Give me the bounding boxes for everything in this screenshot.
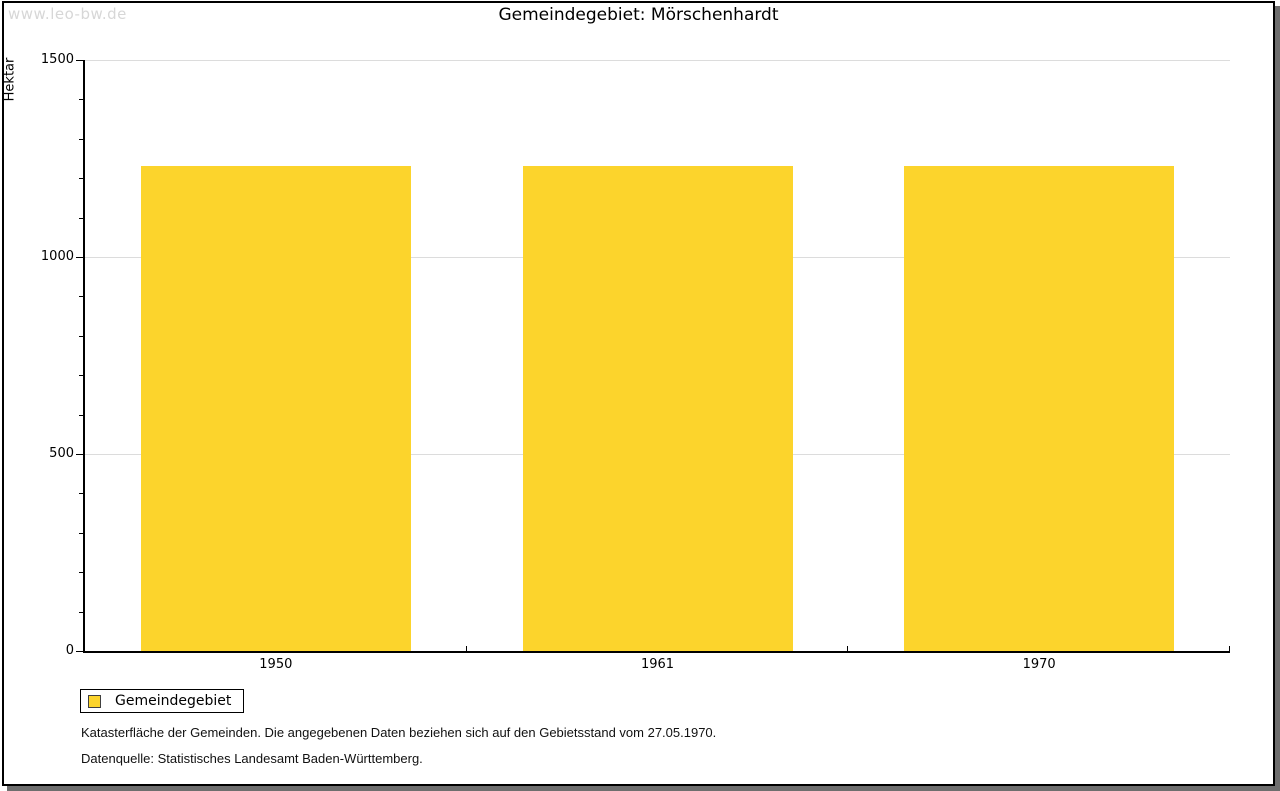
x-tick-label-1950: 1950	[259, 657, 293, 672]
watermark: www.leo-bw.de	[8, 5, 127, 23]
y-minor-tick-300	[79, 532, 83, 534]
x-tick-label-1961: 1961	[640, 657, 675, 672]
footnote-gebietsstand: Katasterfläche der Gemeinden. Die angege…	[81, 725, 717, 740]
x-boundary-tick-3	[1229, 646, 1230, 651]
y-major-tick-1500	[76, 60, 83, 61]
x-axis-line	[83, 651, 1230, 653]
y-minor-tick-400	[79, 493, 83, 495]
y-minor-tick-1400	[79, 99, 83, 101]
x-tick-label-1970: 1970	[1022, 657, 1056, 672]
plot-area: 0 500 1000 1500 1950 1961 1970	[4, 3, 1273, 784]
legend-box: Gemeindegebiet	[80, 689, 245, 713]
y-major-tick-500	[76, 454, 83, 455]
y-minor-tick-1100	[79, 217, 83, 219]
y-minor-tick-900	[79, 296, 83, 298]
y-tick-label-500: 500	[49, 446, 74, 461]
gridline-1500	[85, 60, 1230, 61]
y-minor-tick-1200	[79, 178, 83, 180]
footnote-datenquelle: Datenquelle: Statistisches Landesamt Bad…	[81, 751, 423, 766]
y-minor-tick-200	[79, 572, 83, 574]
bar-1950	[140, 166, 411, 651]
y-tick-label-1000: 1000	[40, 249, 74, 264]
legend-swatch-icon	[88, 694, 101, 708]
bar-1961	[522, 166, 793, 651]
y-minor-tick-100	[79, 611, 83, 613]
legend-label: Gemeindegebiet	[115, 693, 232, 709]
y-minor-tick-700	[79, 375, 83, 377]
y-tick-label-1500: 1500	[40, 52, 74, 67]
bar-1970	[904, 166, 1175, 651]
y-minor-tick-1300	[79, 138, 83, 140]
y-minor-tick-800	[79, 335, 83, 337]
y-major-tick-1000	[76, 257, 83, 258]
chart-title: Gemeindegebiet: Mörschenhardt	[498, 5, 779, 25]
y-tick-label-0: 0	[65, 643, 74, 658]
x-boundary-tick-1	[465, 646, 467, 651]
y-axis-line	[83, 60, 85, 651]
x-boundary-tick-2	[847, 646, 849, 651]
y-minor-tick-600	[79, 414, 83, 416]
y-major-tick-0	[76, 651, 83, 652]
